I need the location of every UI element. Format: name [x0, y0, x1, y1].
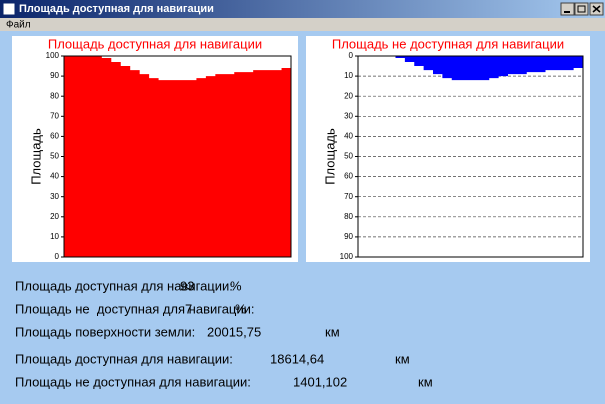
y-tick-label: 10 — [50, 232, 59, 241]
stat-label: Площадь поверхности земли: — [15, 324, 195, 339]
y-tick-label: 80 — [344, 212, 353, 221]
y-tick-label: 0 — [55, 252, 60, 261]
chart-title: Площадь не доступная для навигации — [332, 36, 564, 51]
chart-title: Площадь доступная для навигации — [48, 36, 262, 51]
stat-label: Площадь доступная для навигации: — [15, 278, 233, 293]
y-tick-label: 50 — [344, 152, 353, 161]
stat-unit: км — [325, 324, 340, 339]
stat-unit: % — [235, 301, 247, 316]
minimize[interactable] — [560, 2, 575, 16]
y-tick-label: 20 — [50, 212, 59, 221]
window-buttons[interactable] — [560, 2, 604, 16]
y-tick-label: 90 — [344, 232, 353, 241]
y-tick-label: 100 — [340, 252, 354, 261]
y-tick-label: 40 — [50, 172, 59, 181]
y-tick-label: 0 — [349, 51, 354, 60]
y-tick-label: 70 — [50, 111, 59, 120]
maximize[interactable] — [574, 2, 589, 16]
stat-label: Площадь не доступная для навигации: — [15, 301, 255, 316]
plot-frame — [63, 55, 292, 258]
window-title: Площадь доступная для навигации — [19, 3, 214, 15]
title-bar — [0, 0, 605, 18]
stat-unit: км — [395, 351, 410, 366]
y-axis-label: Площадь — [28, 128, 43, 185]
y-tick-label: 10 — [344, 71, 353, 80]
y-tick-label: 30 — [50, 192, 59, 201]
y-tick-label: 60 — [50, 132, 59, 141]
stat-value: 7 — [185, 301, 192, 316]
stat-label: Площадь не доступная для навигации: — [15, 374, 251, 389]
y-tick-label: 70 — [344, 192, 353, 201]
stat-value: 20015,75 — [207, 324, 261, 339]
plot-frame — [357, 55, 584, 258]
y-tick-label: 90 — [50, 71, 59, 80]
stat-value: 1401,102 — [293, 374, 347, 389]
menu-bar — [0, 18, 605, 31]
stat-value: 18614,64 — [270, 351, 324, 366]
y-tick-label: 30 — [344, 111, 353, 120]
stat-label: Площадь доступная для навигации: — [15, 351, 233, 366]
y-tick-label: 80 — [50, 91, 59, 100]
menu-item[interactable]: Файл — [6, 20, 31, 31]
y-tick-label: 50 — [50, 152, 59, 161]
stat-value: 93 — [180, 278, 194, 293]
y-axis-label: Площадь — [322, 128, 337, 185]
stat-unit: км — [418, 374, 433, 389]
area — [358, 56, 583, 81]
app-icon — [2, 2, 16, 16]
y-tick-label: 60 — [344, 172, 353, 181]
area — [64, 56, 291, 257]
stat-unit: % — [230, 278, 242, 293]
y-tick-label: 100 — [46, 51, 60, 60]
y-tick-label: 40 — [344, 132, 353, 141]
y-tick-label: 20 — [344, 91, 353, 100]
